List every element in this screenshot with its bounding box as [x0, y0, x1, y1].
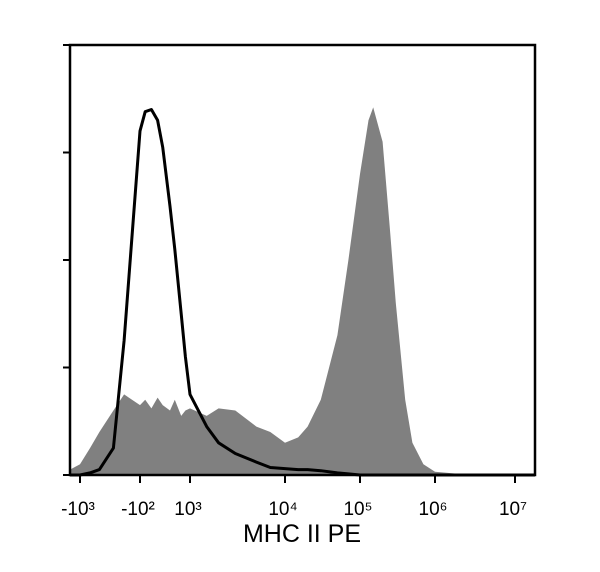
x-tick-label: -10³ [61, 499, 95, 520]
x-tick-label: -10² [121, 499, 155, 520]
x-tick-label: 10⁵ [343, 499, 372, 520]
x-tick-label: 10⁶ [419, 499, 448, 520]
histogram-area [70, 107, 535, 476]
x-tick-label: 10³ [174, 499, 201, 520]
x-axis-label: MHC II PE [243, 520, 361, 548]
x-tick-label: 10⁷ [499, 499, 527, 520]
x-tick-label: 10⁴ [268, 499, 297, 520]
